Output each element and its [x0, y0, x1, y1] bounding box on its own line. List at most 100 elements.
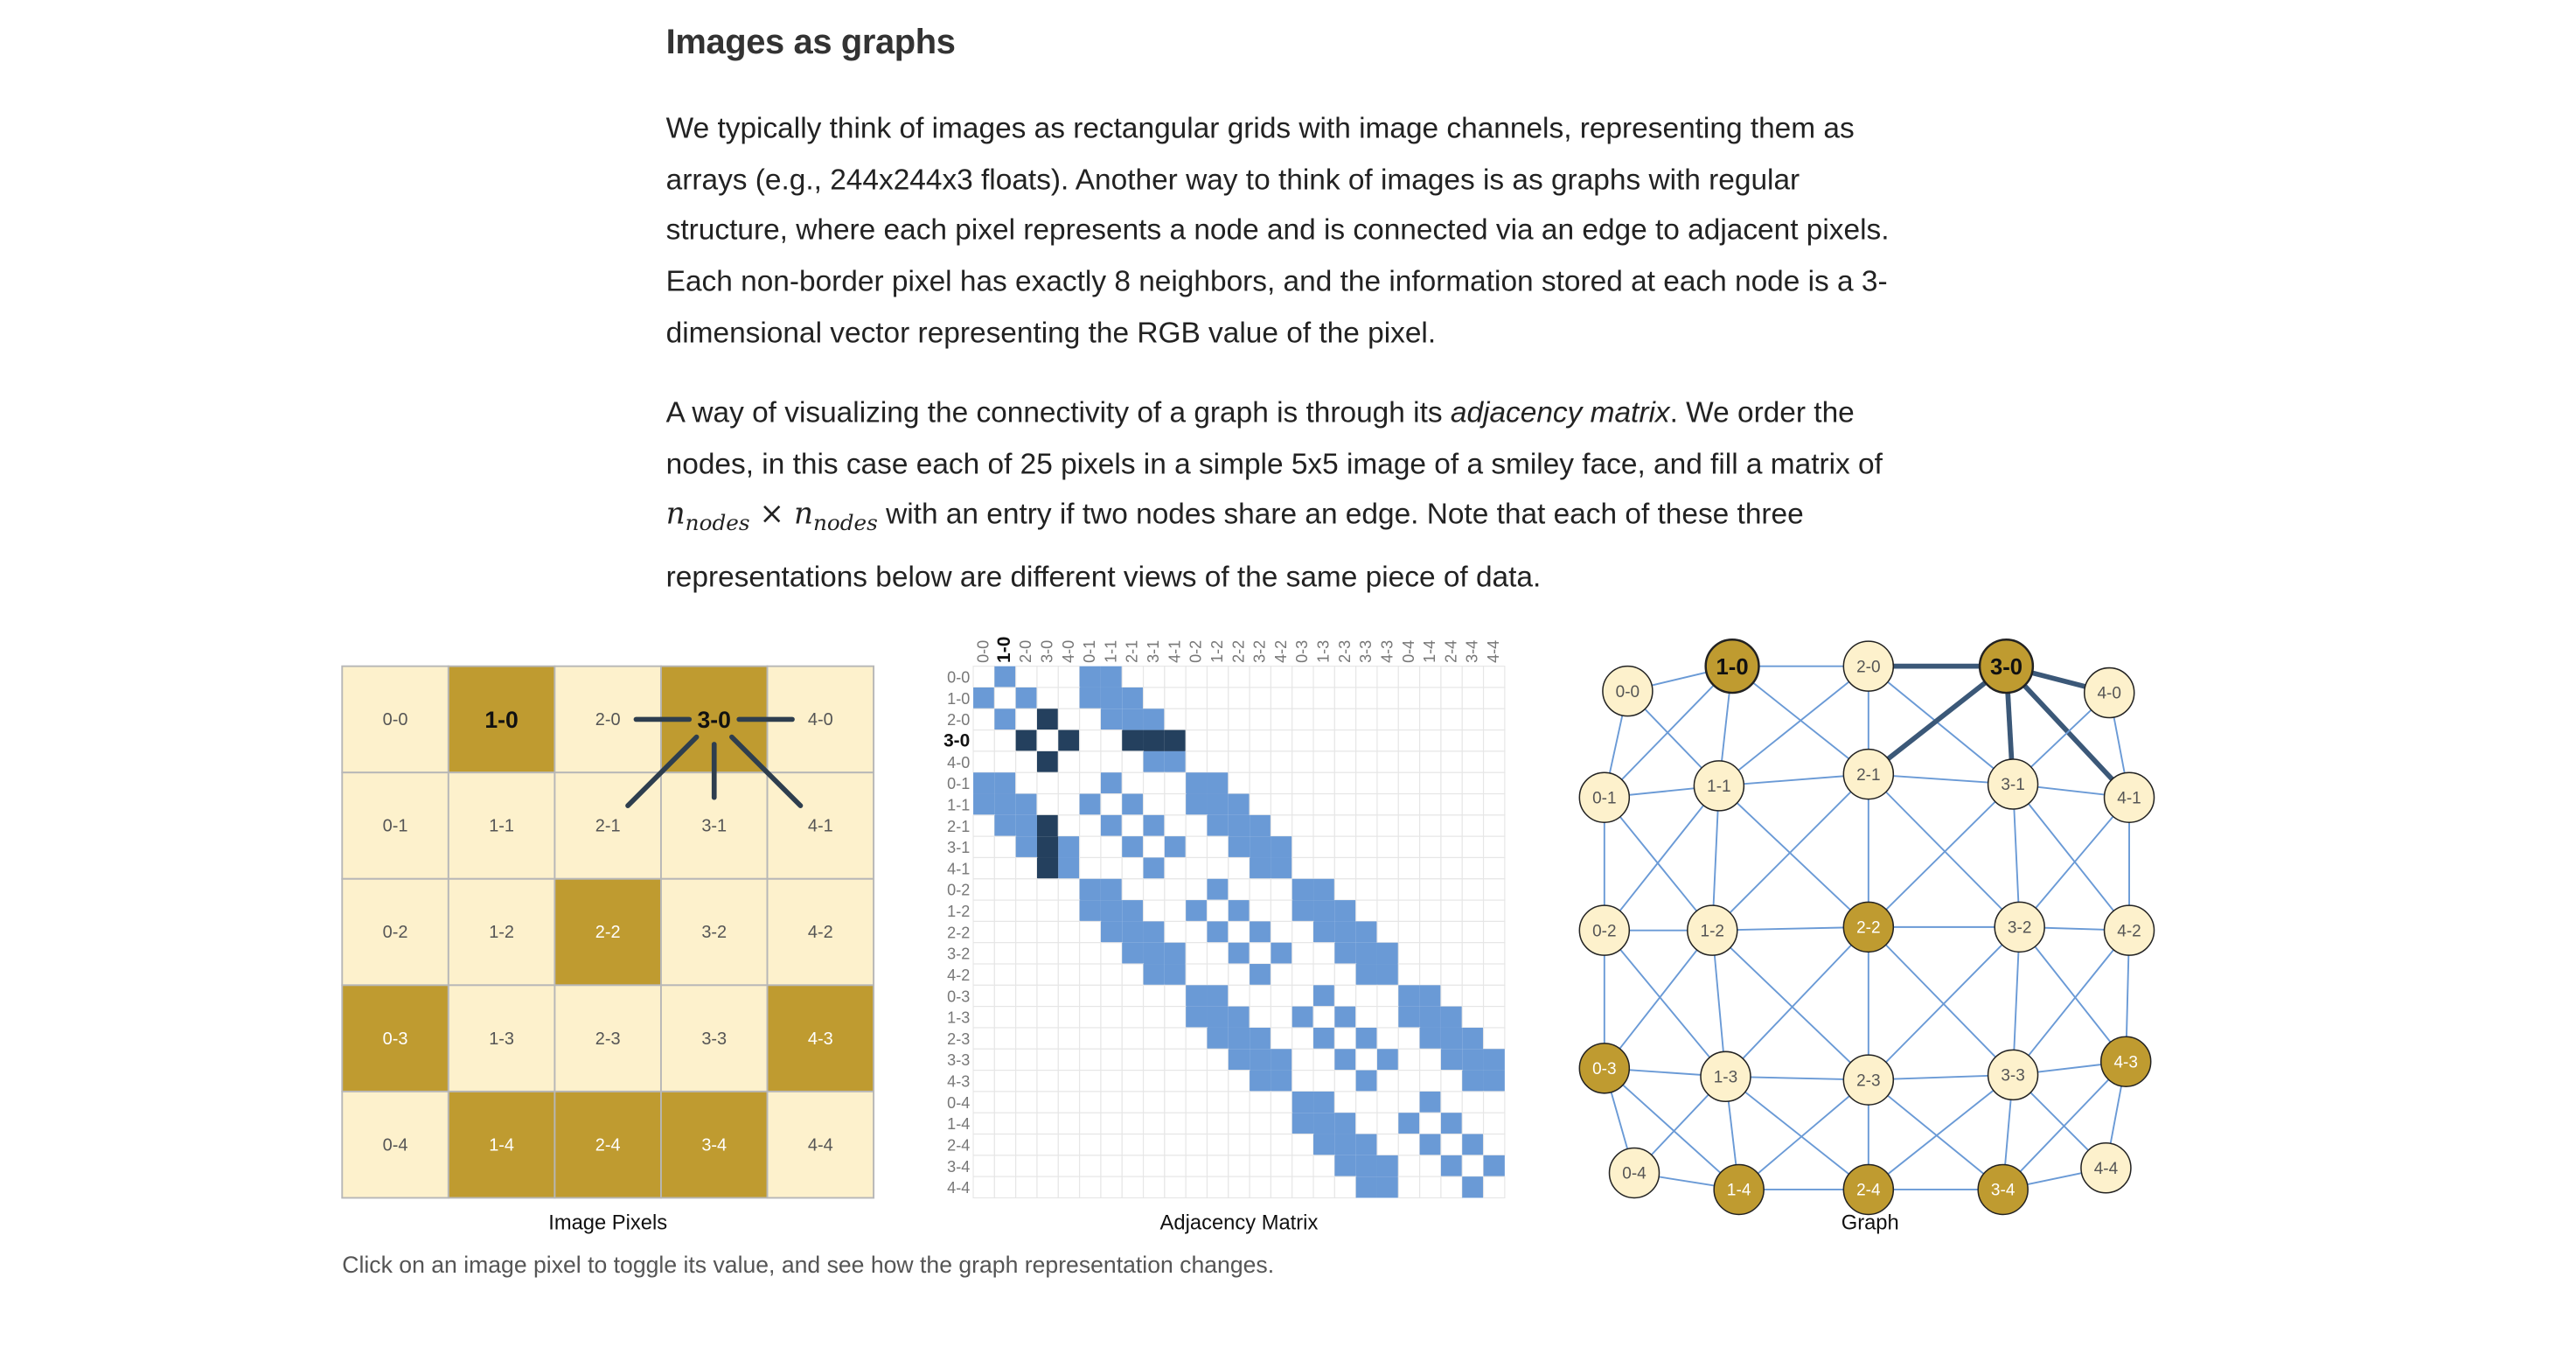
- graph-node-2-1: 2-1: [1842, 748, 1895, 800]
- graph-node-1-0: 1-0: [1704, 639, 1760, 694]
- pixel-4-3[interactable]: [766, 984, 875, 1092]
- pixel-label-2-3: 2-3: [595, 1029, 621, 1049]
- matrix-cell-1-0-0-3: [1291, 687, 1314, 709]
- matrix-cell-1-1-4-3: [1376, 792, 1399, 816]
- graph-node-circle-1-0: [1704, 639, 1760, 694]
- pixel-0-0[interactable]: [341, 665, 449, 774]
- pixel-2-3[interactable]: [553, 984, 662, 1092]
- matrix-cell-4-2-0-4: [1397, 963, 1421, 986]
- matrix-cell-0-1-2-1: [1121, 771, 1145, 795]
- pixel-1-4[interactable]: [447, 1090, 556, 1199]
- math-sub-right: nodes: [812, 512, 878, 538]
- graph-edge-2-3-3-4: [1868, 1078, 2004, 1190]
- pixel-0-2[interactable]: [341, 877, 449, 987]
- matrix-cell-3-1-4-2: [1271, 836, 1292, 858]
- matrix-cell-1-1-4-0: [1057, 792, 1081, 816]
- matrix-cell-2-2-4-4: [1482, 920, 1506, 944]
- matrix-cell-4-1-4-2: [1271, 857, 1292, 879]
- matrix-cell-1-3-1-3: [1312, 1006, 1335, 1029]
- pixel-4-4[interactable]: [766, 1090, 875, 1199]
- pixel-1-3[interactable]: [447, 984, 556, 1092]
- matrix-row-label-1-4: 1-4: [947, 1115, 970, 1133]
- image-pixels-grid[interactable]: 0-0 1-0 2-0 3-0 4-0 0-1 1-1 2-1 3-1 4-1 0-2 1-2 2-2 3…: [338, 663, 876, 1201]
- matrix-cell-3-2-2-4: [1440, 942, 1463, 965]
- pixel-cell-3-3[interactable]: [660, 984, 769, 1092]
- matrix-cell-2-3-2-1: [1121, 1027, 1145, 1050]
- matrix-cell-0-2-0-3: [1291, 878, 1314, 901]
- matrix-cell-4-3-3-3: [1355, 1070, 1377, 1092]
- matrix-cell-2-4-4-0: [1057, 1133, 1081, 1156]
- matrix-cell-4-4-2-3: [1333, 1176, 1357, 1199]
- matrix-cell-0-3-3-2: [1249, 984, 1271, 1008]
- matrix-cell-1-4-0-0: [972, 1112, 995, 1135]
- matrix-row-label-1-3: 1-3: [947, 1009, 970, 1027]
- pixel-cell-3-4[interactable]: [660, 1090, 769, 1199]
- matrix-cell-1-2-0-3: [1291, 900, 1314, 922]
- pixel-0-1[interactable]: [341, 771, 449, 880]
- pixel-cell-4-2[interactable]: [766, 877, 875, 987]
- matrix-cell-3-2-1-2: [1206, 942, 1229, 965]
- pixel-cell-0-0[interactable]: [341, 665, 449, 774]
- matrix-cell-0-1-4-4: [1482, 771, 1506, 795]
- matrix-cell-2-1-2-0: [1015, 814, 1037, 837]
- pixel-3-4[interactable]: [660, 1090, 769, 1199]
- matrix-cell-0-4-3-2: [1249, 1091, 1271, 1113]
- matrix-cell-4-0-1-3: [1312, 750, 1335, 773]
- pixel-cell-4-4[interactable]: [766, 1090, 875, 1199]
- matrix-cell-3-1-4-0: [1058, 836, 1080, 858]
- pixel-3-3[interactable]: [660, 984, 769, 1092]
- matrix-cell-4-3-4-1: [1164, 1070, 1187, 1092]
- pixel-cell-3-2[interactable]: [660, 877, 769, 987]
- matrix-cell-3-3-2-1: [1121, 1048, 1145, 1071]
- matrix-col-label-3-1: 3-1: [1145, 640, 1162, 663]
- pixel-0-3[interactable]: [341, 984, 449, 1092]
- pixel-cell-0-3[interactable]: [341, 984, 449, 1092]
- matrix-cell-2-4-1-3: [1313, 1134, 1335, 1155]
- pixel-3-2[interactable]: [660, 877, 769, 987]
- pixel-cell-2-3[interactable]: [553, 984, 662, 1092]
- pixel-cell-1-3[interactable]: [447, 984, 556, 1092]
- pixel-neighbor-line-4-1: [729, 734, 804, 809]
- graph-edge-0-3-1-4: [1604, 1067, 1740, 1190]
- matrix-cell-3-4-1-3: [1312, 1155, 1335, 1177]
- graph-node-2-2: 2-2: [1842, 901, 1895, 953]
- pixel-cell-1-1[interactable]: [447, 771, 556, 880]
- matrix-col-label-4-2: 4-2: [1272, 640, 1290, 663]
- matrix-cell-1-4-2-1: [1121, 1112, 1145, 1135]
- matrix-cell-3-3-0-1: [1079, 1048, 1102, 1071]
- matrix-cell-1-2-3-4: [1461, 899, 1485, 922]
- pixel-cell-1-4[interactable]: [447, 1090, 556, 1199]
- pixel-cell-4-3[interactable]: [766, 984, 875, 1092]
- matrix-cell-3-1-3-3: [1355, 835, 1378, 859]
- matrix-cell-4-2-2-4: [1440, 963, 1463, 986]
- pixel-4-2[interactable]: [766, 877, 875, 987]
- matrix-cell-4-1-2-0: [1015, 856, 1038, 880]
- matrix-cell-1-1-2-0: [1015, 793, 1037, 815]
- matrix-cell-0-4-1-0: [993, 1091, 1017, 1113]
- matrix-cell-1-4-4-4: [1482, 1112, 1506, 1135]
- matrix-cell-2-0-1-4: [1419, 708, 1442, 731]
- matrix-cell-0-2-1-4: [1419, 878, 1442, 901]
- matrix-cell-3-0-4-3: [1376, 729, 1399, 752]
- pixel-cell-1-2[interactable]: [447, 877, 556, 987]
- pixel-cell-0-1[interactable]: [341, 771, 449, 880]
- matrix-cell-4-2-0-2: [1185, 963, 1208, 986]
- matrix-cell-1-3-0-3: [1291, 1006, 1314, 1028]
- matrix-cell-1-1-1-4: [1419, 792, 1442, 816]
- matrix-cell-2-3-1-4: [1419, 1027, 1441, 1050]
- matrix-cell-4-0-2-0: [1015, 750, 1038, 773]
- pixel-1-1[interactable]: [447, 771, 556, 880]
- matrix-cell-2-3-2-0: [1015, 1027, 1038, 1050]
- matrix-cell-4-1-4-3: [1376, 856, 1399, 880]
- pixel-cell-0-2[interactable]: [341, 877, 449, 987]
- matrix-cell-2-4-1-2: [1206, 1133, 1229, 1156]
- graph-node-circle-3-4: [1977, 1163, 2029, 1216]
- pixel-1-2[interactable]: [447, 877, 556, 987]
- matrix-cell-0-3-4-3: [1376, 984, 1399, 1008]
- matrix-cell-1-2-3-0: [1036, 899, 1059, 922]
- matrix-cell-2-1-3-4: [1461, 814, 1485, 837]
- matrix-cell-0-0-0-2: [1185, 666, 1208, 688]
- graph-edge-3-1-4-2: [2012, 783, 2130, 932]
- matrix-cell-3-1-1-1: [1100, 835, 1123, 859]
- matrix-cell-4-1-4-4: [1482, 856, 1506, 880]
